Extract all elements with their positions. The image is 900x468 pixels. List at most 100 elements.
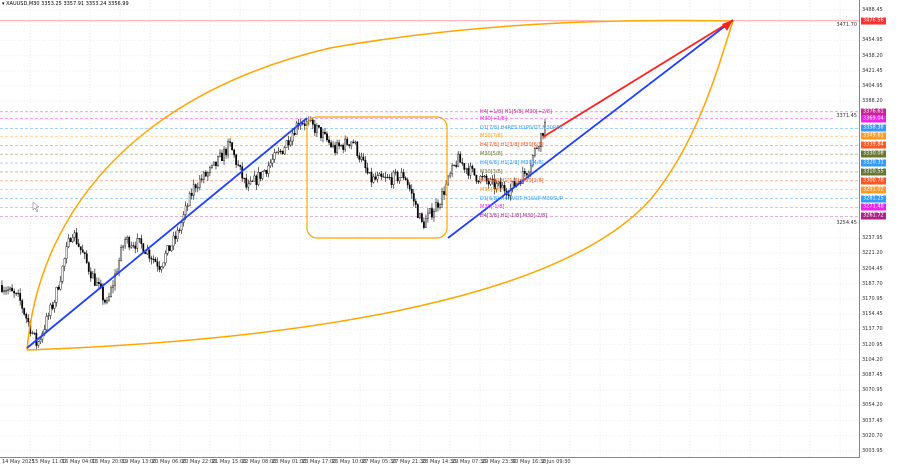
candle-body	[366, 167, 369, 174]
candle-body	[538, 146, 540, 149]
candle-body	[112, 285, 114, 289]
candle-body	[380, 173, 383, 177]
candle-body	[435, 202, 437, 212]
time-axis-label: 20 May 06:00	[152, 459, 187, 465]
price-axis-label: 3104.20	[862, 356, 883, 363]
candle-body	[79, 246, 82, 250]
candle-body	[102, 286, 104, 301]
candle-body	[57, 287, 60, 290]
candle-body	[200, 178, 203, 180]
price-level-tag: 3271.48	[861, 203, 886, 211]
triangle-down-icon[interactable]: ▾	[2, 1, 5, 7]
candle-body	[523, 171, 526, 174]
candle-body	[77, 243, 80, 247]
candle-body	[69, 238, 72, 242]
candle-body	[160, 266, 163, 270]
candle-body	[168, 245, 171, 251]
price-level-tag: 3300.78	[861, 177, 886, 185]
symbol-label: XAUUSD,M30	[6, 1, 40, 7]
consolidation-box	[306, 116, 448, 239]
level-label: H4[+1/8] H1[5/8] M30[+2/8]	[480, 108, 552, 115]
candle-body	[87, 262, 90, 272]
candle-body	[120, 247, 122, 261]
price-chart[interactable]: ▾ XAUUSD,M30 3353.25 3357.91 3353.24 335…	[0, 0, 860, 458]
candle-body	[23, 308, 26, 315]
price-axis-label: 3204.45	[862, 265, 883, 272]
level-label: H4[3/8] H1[-1/8] M30[-2/8]	[480, 213, 548, 220]
candle-body	[194, 184, 197, 189]
candle-body	[425, 218, 427, 228]
candle-body	[89, 271, 92, 279]
chart-canvas	[0, 0, 860, 458]
candle-body	[507, 194, 510, 196]
price-axis-label: 3438.20	[862, 52, 883, 59]
candle-body	[392, 171, 395, 185]
level-label: H4[6/8] H1[2/8] M30[4/8]	[480, 160, 544, 167]
level-label: M30[7/8]	[480, 133, 503, 140]
candle-body	[326, 133, 328, 141]
candle-body	[65, 246, 68, 259]
candle-body	[287, 140, 290, 146]
candle-body	[422, 221, 425, 228]
candle-body	[148, 249, 151, 259]
candle-body	[255, 175, 258, 185]
candle-body	[190, 193, 193, 196]
candle-body	[152, 258, 155, 260]
candle-body	[5, 290, 7, 292]
candle-body	[19, 293, 22, 301]
price-level-tag: 3339.84	[861, 141, 886, 149]
time-axis-label: 16 May 20:00	[92, 459, 127, 465]
candle-body	[356, 141, 359, 157]
candle-body	[344, 138, 347, 150]
candle-body	[47, 315, 50, 317]
time-axis-label: 23 May 17:00	[302, 459, 337, 465]
candle-body	[75, 232, 78, 244]
candle-body	[192, 184, 195, 196]
candle-body	[489, 179, 492, 185]
candle-body	[245, 178, 248, 188]
candle-body	[330, 142, 332, 148]
candle-body	[499, 181, 502, 189]
candle-body	[277, 150, 280, 153]
price-axis-label: 3120.95	[862, 341, 883, 348]
candle-body	[364, 159, 367, 169]
candle-body	[376, 175, 379, 180]
candle-body	[162, 262, 165, 268]
candle-body	[382, 176, 385, 178]
arc-upper	[26, 19, 734, 351]
candle-body	[322, 131, 324, 138]
time-axis-label: 19 May 13:00	[122, 459, 157, 465]
candle-body	[360, 156, 363, 160]
candle-body	[97, 282, 100, 285]
candle-body	[223, 148, 225, 161]
candle-body	[427, 212, 429, 219]
candle-body	[439, 204, 441, 208]
time-axis-label: 27 May 05:30	[362, 459, 397, 465]
time-axis-label: 14 May 2025	[2, 459, 35, 465]
price-axis-label: 3237.95	[862, 235, 883, 242]
candle-body	[13, 290, 16, 294]
price-axis-label: 3454.95	[862, 37, 883, 44]
candle-body	[457, 153, 460, 167]
price-axis-label: 3070.95	[862, 387, 883, 394]
level-label: H4[5/8] H1[1/8] M30[2/8]	[480, 177, 544, 184]
candle-body	[437, 202, 439, 208]
candle-body	[178, 229, 181, 231]
price-axis-label: 3037.45	[862, 417, 883, 424]
candle-body	[259, 172, 262, 179]
time-axis-label: 27 May 21:30	[392, 459, 427, 465]
candle-body	[271, 159, 274, 164]
candle-body	[463, 163, 466, 170]
time-axis-label: 28 May 14:30	[422, 459, 457, 465]
price-axis-label: 3404.95	[862, 83, 883, 89]
price-axis-label: 3054.20	[862, 402, 883, 409]
time-axis-label: 15 May 11:00	[32, 459, 67, 465]
candle-body	[134, 245, 137, 249]
candle-body	[378, 173, 381, 176]
price-level-tag: 3330.08	[861, 150, 886, 158]
candle-body	[156, 261, 159, 267]
candle-body	[479, 176, 482, 183]
time-axis-label: 21 May 15:00	[212, 459, 247, 465]
price-level-tag: 3369.04	[861, 115, 886, 123]
chart-title: ▾ XAUUSD,M30 3353.25 3357.91 3353.24 335…	[2, 1, 129, 7]
